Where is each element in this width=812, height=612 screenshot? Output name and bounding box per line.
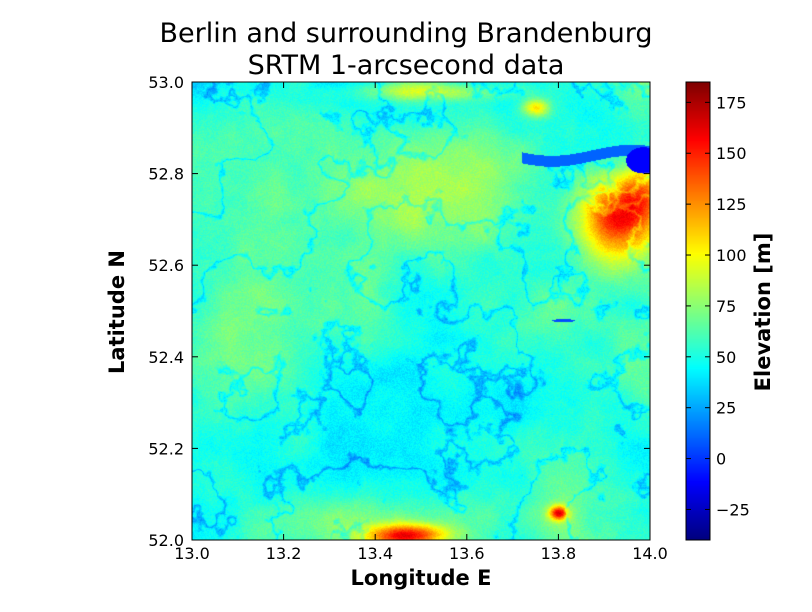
x-tick-label: 13.6 [449, 544, 485, 563]
y-tick-label: 52.4 [148, 348, 184, 367]
x-tick-label: 13.0 [174, 544, 210, 563]
y-tick-label: 52.6 [148, 256, 184, 275]
x-tick-label: 13.8 [541, 544, 577, 563]
colorbar-frame [685, 81, 711, 541]
y-tick-label: 52.0 [148, 531, 184, 550]
y-axis-label: Latitude N [105, 250, 129, 374]
y-tick-label: 53.0 [148, 73, 184, 92]
colorbar-tick-label: 100 [716, 246, 747, 265]
colorbar-axis: −25 0 25 50 75 100 125 150 175 [686, 93, 750, 519]
colorbar-tick-label: 150 [716, 144, 747, 163]
y-tick-label: 52.8 [148, 165, 184, 184]
x-tick-label: 13.2 [266, 544, 302, 563]
x-tick-label: 13.4 [357, 544, 393, 563]
colorbar-tick-label: −25 [716, 500, 750, 519]
x-axis-label: Longitude E [350, 566, 492, 590]
x-axis: 13.0 13.2 13.4 13.6 13.8 14.0 [174, 82, 668, 563]
chart-title: Berlin and surrounding Brandenburg [159, 18, 653, 49]
colorbar-tick-label: 0 [716, 450, 726, 469]
colorbar-tick-label: 175 [716, 93, 747, 112]
elevation-heatmap [192, 82, 650, 540]
colorbar-tick-label: 125 [716, 195, 747, 214]
x-tick-label: 14.0 [632, 544, 668, 563]
chart-subtitle: SRTM 1-arcsecond data [247, 50, 565, 81]
y-axis: 52.0 52.2 52.4 52.6 52.8 53.0 [148, 73, 650, 550]
plot-frame [191, 81, 651, 541]
colorbar-tick-label: 50 [716, 348, 736, 367]
colorbar-tick-label: 25 [716, 399, 736, 418]
colorbar-label: Elevation [m] [751, 232, 775, 392]
y-tick-label: 52.2 [148, 439, 184, 458]
colorbar-tick-label: 75 [716, 297, 736, 316]
colorbar-gradient [686, 82, 710, 540]
